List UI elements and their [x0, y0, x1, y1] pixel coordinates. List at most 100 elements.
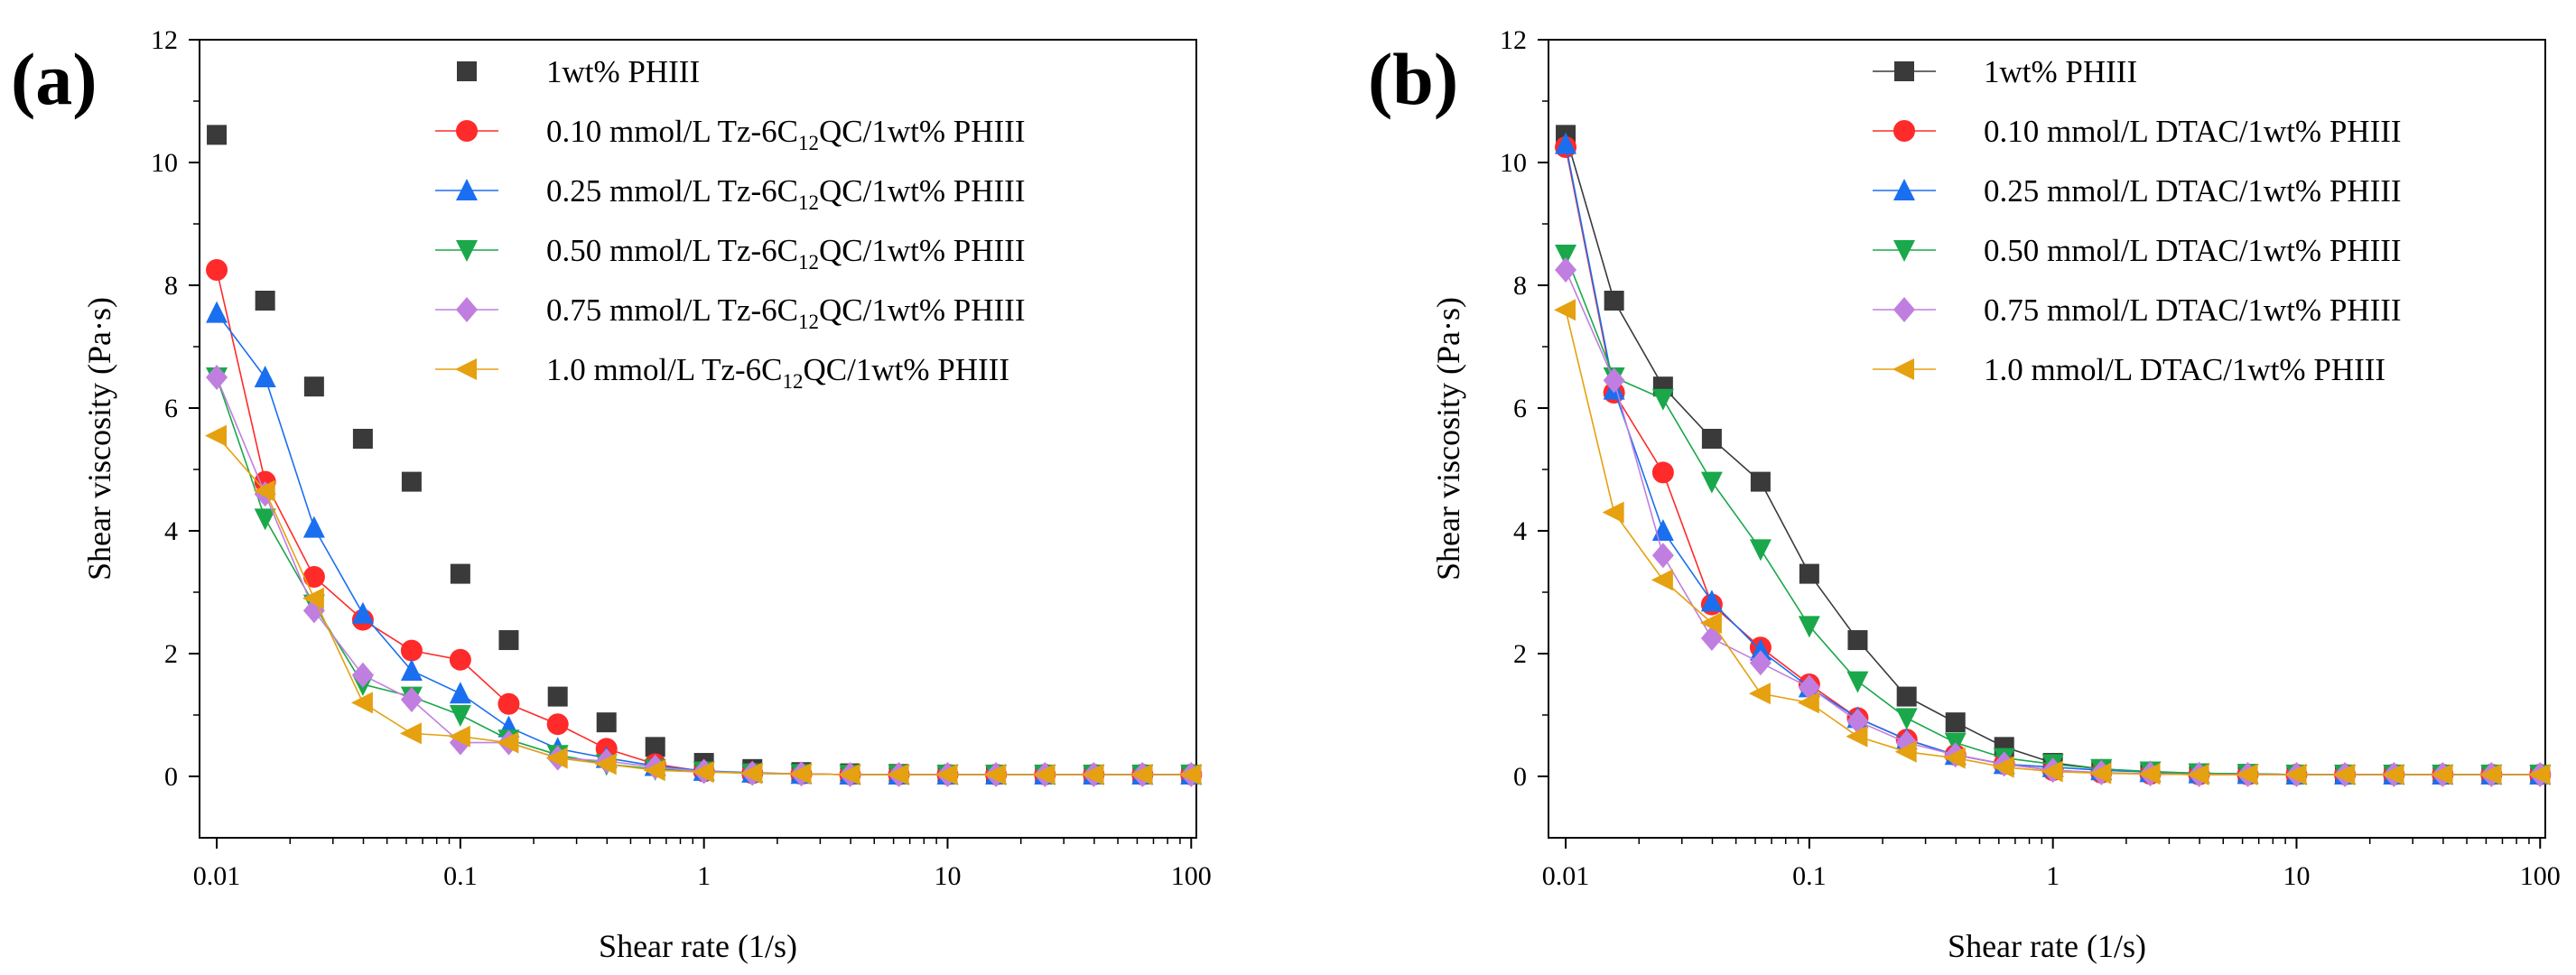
x-tick-label: 0.01 [193, 861, 241, 891]
data-point [2284, 763, 2307, 785]
y-tick-label: 6 [164, 394, 178, 423]
y-tick-label: 4 [164, 516, 178, 546]
data-point [2138, 763, 2161, 785]
legend-label: 0.25 mmol/L DTAC/1wt% PHIII [1984, 173, 2402, 209]
y-tick-label: 0 [164, 762, 178, 792]
data-point [206, 301, 228, 323]
series-line [1565, 135, 2541, 775]
legend-label: 1wt% PHIII [1984, 54, 2137, 89]
data-point [1555, 132, 1577, 154]
series-1 [207, 125, 1202, 785]
y-tick-label: 10 [151, 148, 178, 178]
data-point [498, 630, 519, 651]
data-point [887, 763, 909, 785]
legend-marker [456, 179, 478, 200]
data-point [449, 648, 471, 671]
data-point [1798, 674, 1820, 701]
data-point [2382, 763, 2404, 785]
data-point [449, 705, 471, 727]
data-point [1603, 367, 1625, 394]
data-point [255, 291, 275, 311]
x-tick-label: 0.1 [443, 861, 478, 891]
data-point [302, 587, 324, 609]
data-point [399, 722, 422, 745]
data-point [400, 639, 423, 662]
data-point [1846, 671, 1869, 693]
data-point [1748, 682, 1771, 705]
y-axis-title: Shear viscosity (Pa·s) [1430, 297, 1466, 580]
legend-marker [455, 358, 477, 380]
y-axis-title: Shear viscosity (Pa·s) [81, 297, 117, 580]
legend-item: 0.25 mmol/L Tz-6C12QC/1wt% PHIII [435, 173, 1025, 214]
y-tick-label: 12 [1500, 25, 1527, 55]
data-point [2236, 763, 2258, 785]
data-point [2528, 763, 2551, 785]
y-tick-label: 2 [164, 639, 178, 669]
data-point [1894, 740, 1917, 763]
data-point [1797, 692, 1819, 714]
data-point [1749, 650, 1772, 676]
legend-item: 0.10 mmol/L Tz-6C12QC/1wt% PHIII [435, 114, 1025, 154]
legend-marker [1894, 61, 1914, 81]
data-point [594, 753, 617, 775]
y-tick-label: 4 [1513, 516, 1527, 546]
data-point [2187, 763, 2209, 785]
series-1 [1556, 125, 2551, 785]
legend-item: 0.50 mmol/L DTAC/1wt% PHIII [1873, 233, 2402, 268]
legend-label: 0.50 mmol/L Tz-6C12QC/1wt% PHIII [546, 233, 1025, 274]
legend-marker [1892, 358, 1914, 380]
data-point [498, 692, 520, 715]
data-point [545, 747, 568, 769]
data-point [351, 662, 374, 688]
plot-frame [199, 39, 1197, 839]
data-point [1033, 763, 1056, 785]
legend-label: 1.0 mmol/L DTAC/1wt% PHIII [1984, 352, 2385, 387]
data-point [1992, 756, 2014, 778]
legend-marker [1893, 297, 1915, 322]
data-point [1604, 291, 1624, 311]
legend-marker [456, 240, 478, 262]
data-point [546, 713, 569, 736]
data-point [643, 759, 665, 782]
x-tick-label: 1 [697, 861, 711, 891]
data-point [1847, 630, 1868, 651]
legend-item: 0.50 mmol/L Tz-6C12QC/1wt% PHIII [435, 233, 1025, 274]
series-6 [205, 424, 1202, 785]
x-tick-label: 10 [934, 861, 961, 891]
legend-item: 0.10 mmol/L DTAC/1wt% PHIII [1873, 114, 2402, 149]
series-6 [1554, 299, 2551, 785]
legend-item: 0.25 mmol/L DTAC/1wt% PHIII [1873, 173, 2402, 209]
data-point [1799, 563, 1819, 584]
data-point [253, 479, 275, 502]
data-point [1895, 708, 1918, 730]
legend-item: 1.0 mmol/L DTAC/1wt% PHIII [1873, 352, 2385, 387]
panel-label: (b) [1368, 38, 1458, 120]
data-point [254, 508, 276, 531]
data-point [1130, 763, 1153, 785]
data-point [302, 566, 325, 588]
data-point [1179, 763, 1202, 785]
data-point [400, 687, 423, 712]
x-tick-label: 1 [2046, 861, 2060, 891]
legend-label: 0.75 mmol/L Tz-6C12QC/1wt% PHIII [546, 292, 1025, 333]
data-point [789, 763, 812, 785]
legend-label: 0.10 mmol/L DTAC/1wt% PHIII [1984, 114, 2402, 149]
legend-marker [1893, 179, 1915, 200]
data-point [205, 424, 228, 447]
data-point [1699, 612, 1722, 634]
data-point [206, 365, 228, 390]
data-point [1651, 543, 1674, 569]
legend-marker [1893, 240, 1915, 262]
x-tick-label: 0.01 [1542, 861, 1590, 891]
legend: 1wt% PHIII 0.10 mmol/L DTAC/1wt% PHIII 0.2… [1873, 54, 2402, 387]
data-point [1749, 638, 1772, 661]
series-5 [1555, 257, 2552, 787]
data-point [2041, 760, 2063, 783]
data-point [1554, 299, 1576, 321]
data-point [401, 471, 422, 492]
data-point [645, 737, 665, 757]
y-tick-label: 12 [151, 25, 178, 55]
panel-a: (a) 0 2 4 6 8 10 12 0.01 0.1 1 10 100 Shear rate (1/s… [11, 25, 1212, 964]
legend-item: 1wt% PHIII [457, 54, 700, 89]
